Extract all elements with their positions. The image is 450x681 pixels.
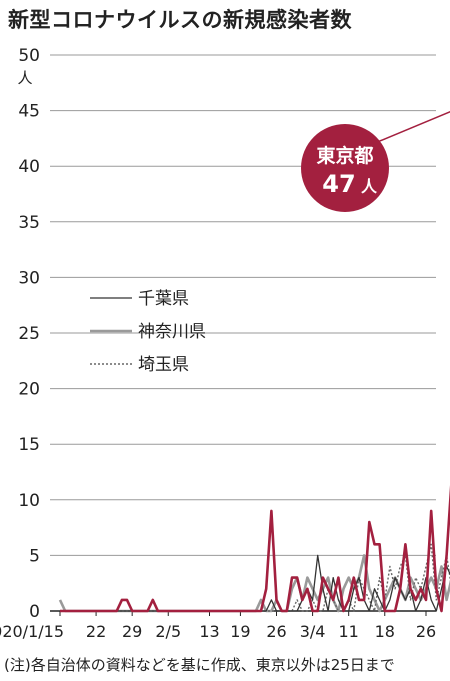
tokyo-callout: 東京都 47 人 [301, 111, 450, 212]
callout-bubble [301, 124, 389, 212]
callout-name: 東京都 [316, 144, 373, 167]
x-tick-label: 3/4 [300, 622, 326, 641]
series-line-東京都 [60, 485, 450, 613]
x-tick-label: 29 [122, 622, 142, 641]
y-tick-label: 0 [29, 602, 40, 622]
x-tick-label: 19 [230, 622, 250, 641]
x-tick-label: 2020/1/15 [0, 622, 64, 641]
x-tick-label: 2/5 [155, 622, 181, 641]
y-tick-label: 45 [18, 102, 40, 122]
chart-title: 新型コロナウイルスの新規感染者数 [8, 8, 352, 32]
callout-value: 47 [322, 170, 355, 198]
y-tick-label: 10 [18, 491, 40, 511]
series-line-埼玉県 [60, 543, 450, 612]
y-tick-label: 25 [18, 324, 40, 344]
y-tick-label: 35 [18, 213, 40, 233]
legend-label: 埼玉県 [138, 355, 189, 375]
x-tick-label: 26 [266, 622, 286, 641]
footnote: (注)各自治体の資料などを基に作成、東京以外は25日まで [4, 656, 395, 674]
series-lines [58, 485, 450, 613]
y-unit-label: 人 [17, 69, 32, 87]
y-tick-labels: 0 5 10 15 20 25 30 35 40 45 50 [18, 46, 40, 622]
y-tick-label: 40 [18, 157, 40, 177]
x-tick-label: 13 [199, 622, 219, 641]
x-tick-labels: 2020/1/15 22 29 2/5 13 19 26 3/4 11 18 26 [0, 611, 436, 641]
legend-label: 千葉県 [138, 289, 189, 309]
x-tick-label: 11 [338, 622, 358, 641]
y-tick-label: 50 [18, 46, 40, 66]
grid-lines [50, 54, 436, 612]
x-tick-label: 22 [86, 622, 106, 641]
callout-unit: 人 [361, 177, 378, 196]
x-tick-label: 26 [416, 622, 436, 641]
x-tick-label: 18 [375, 622, 395, 641]
y-tick-label: 15 [18, 435, 40, 455]
series-line-神奈川県 [58, 554, 450, 613]
legend-label: 神奈川県 [138, 322, 206, 342]
y-tick-label: 20 [18, 380, 40, 400]
y-tick-label: 5 [29, 546, 40, 566]
y-tick-label: 30 [18, 268, 40, 288]
callout-leader [374, 111, 450, 144]
